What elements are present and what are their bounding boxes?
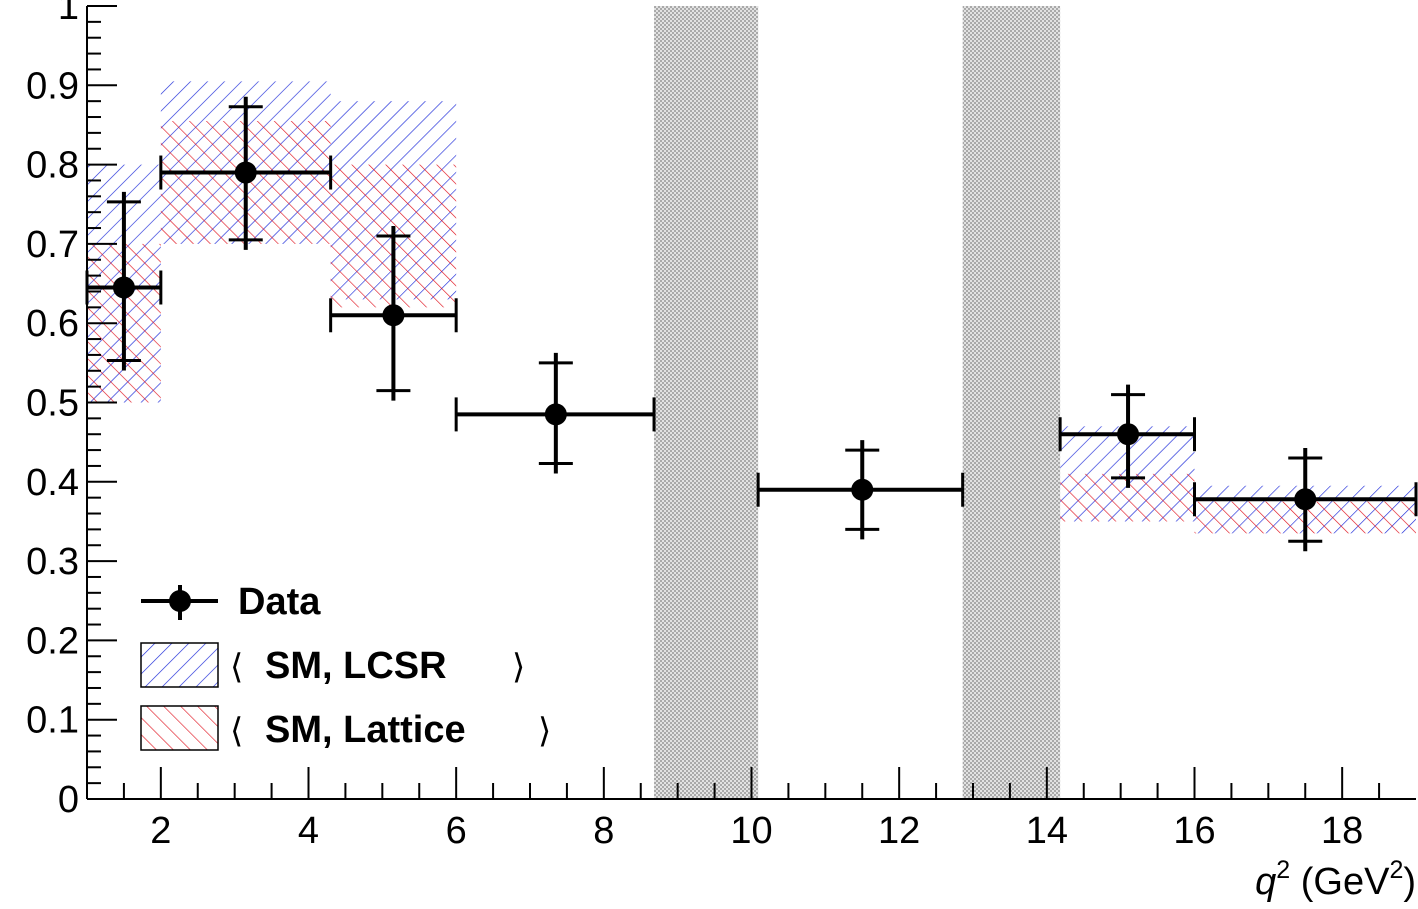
data-point-0 [85,191,163,371]
legend-data-label: Data [238,581,321,623]
y-tick-label-8: 0.8 [26,145,79,187]
y-tick-label-7: 0.7 [26,224,79,266]
data-point-3-marker [544,403,567,426]
x-tick-label-0: 2 [150,810,171,852]
data-point-2-marker [382,304,405,327]
x-axis-title-var: q [1255,861,1276,903]
x-axis-title-unit-close: ) [1403,861,1416,903]
legend-lcsr-open-bracket: ⟨ [230,647,243,687]
y-tick-label-9: 0.9 [26,65,79,107]
x-axis-title-unit-sup: 2 [1389,856,1403,884]
data-point-0-marker [112,276,135,299]
x-axis-title-sup: 2 [1276,856,1290,884]
y-tick-label-0: 0 [58,779,79,821]
legend-lcsr-label: SM, LCSR [265,645,447,687]
y-tick-label-5: 0.5 [26,383,79,425]
data-point-1-marker [234,161,257,184]
data-point-2 [329,225,458,401]
legend-lattice-close-bracket: ⟩ [538,711,551,751]
x-tick-label-4: 10 [730,810,772,852]
y-tick-label-6: 0.6 [26,303,79,345]
data-point-6 [1193,448,1418,552]
y-tick-label-1: 0.1 [26,700,79,742]
vetoed-region-1 [962,6,1061,799]
data-point-1 [159,96,333,250]
axes: 2 4 6 8 10 12 14 16 18 0 0.1 0.2 0.3 0.4 0.5 0.6 0.7 0.8 0… [26,0,1416,852]
x-axis-title-unit-open: (GeV [1290,861,1390,903]
legend-lattice-swatch [140,705,219,751]
legend-data-marker-dot [169,590,191,612]
data-point-5 [1058,384,1196,488]
x-tick-label-2: 6 [446,810,467,852]
data-series [85,96,1418,552]
y-tick-label-4: 0.4 [26,462,79,504]
y-tick-label-3: 0.3 [26,541,79,583]
data-point-3 [454,352,656,474]
x-tick-label-6: 14 [1026,810,1068,852]
legend-lcsr-close-bracket: ⟩ [512,647,525,687]
x-tick-label-3: 8 [593,810,614,852]
x-tick-label-1: 4 [298,810,319,852]
data-point-4-marker [851,478,874,501]
x-tick-label-5: 12 [878,810,920,852]
data-point-4 [756,440,965,540]
x-tick-label-7: 16 [1173,810,1215,852]
legend-lattice-label: SM, Lattice [265,709,466,751]
y-tick-label-2: 0.2 [26,620,79,662]
x-tick-label-8: 18 [1321,810,1363,852]
vetoed-regions [654,6,1061,799]
data-point-6-marker [1294,488,1317,511]
data-point-5-marker [1117,423,1140,446]
legend: Data ⟨ SM, LCSR ⟩ ⟨ SM, Lattice ⟩ [140,581,551,751]
x-axis-title: q2 (GeV2) [1255,856,1416,903]
vetoed-region-0 [654,6,759,799]
legend-lattice-open-bracket: ⟨ [230,711,243,751]
y-tick-label-10: 1 [58,0,79,28]
legend-lcsr-swatch [140,642,219,688]
